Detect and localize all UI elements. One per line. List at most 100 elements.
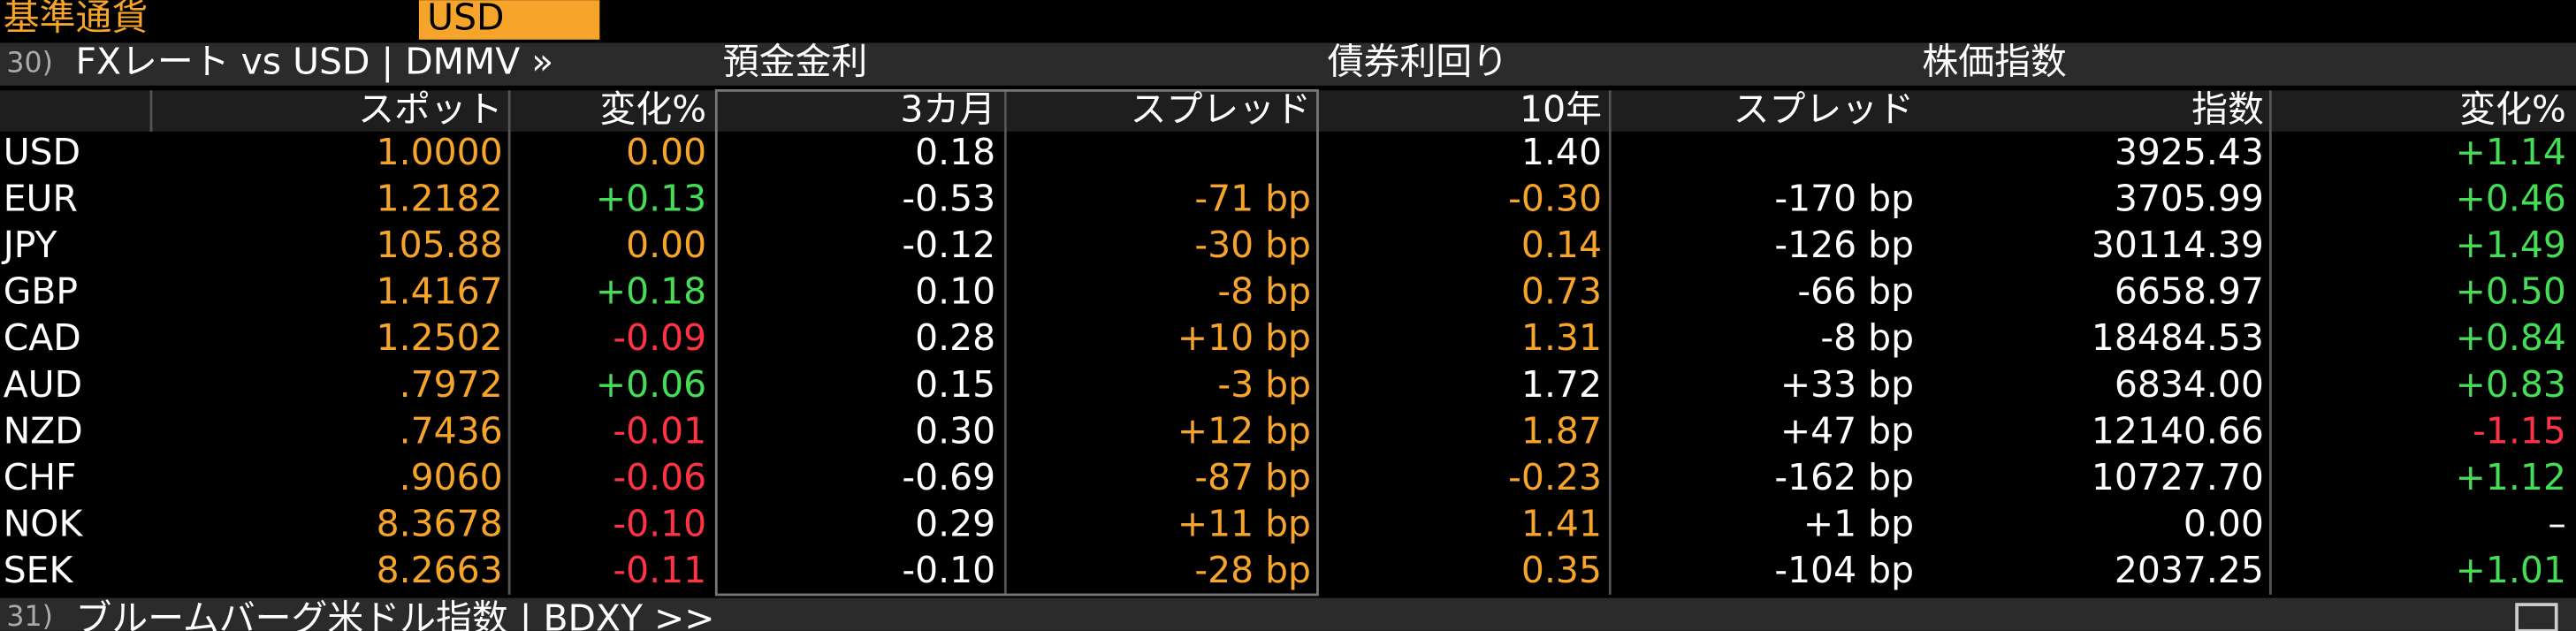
cell-value: 0.28: [915, 316, 995, 359]
column-header: 変化%: [2459, 88, 2566, 131]
cell-value: -3 bp: [1217, 363, 1311, 406]
cell-value: 1.0000: [377, 131, 503, 173]
cell-value: +33 bp: [1780, 363, 1914, 406]
cell-value: 1.40: [1521, 131, 1602, 173]
currency-code: CHF: [4, 456, 77, 498]
currency-code: GBP: [4, 270, 78, 313]
cell-value: –: [2548, 503, 2565, 545]
currency-code: JPY: [1, 224, 58, 266]
cell-value: -8 bp: [1217, 270, 1311, 313]
cell-value: +10 bp: [1177, 316, 1311, 359]
cell-value: 8.3678: [377, 503, 503, 545]
column-header: 変化%: [600, 88, 707, 131]
column-header: スプレッド: [1734, 88, 1914, 131]
deposit-section: 預金金利: [723, 41, 867, 83]
cell-value: 0.35: [1521, 549, 1602, 591]
cell-value: +0.83: [2456, 363, 2566, 406]
column-header: スプレッド: [1131, 88, 1311, 131]
section-number: 30): [6, 48, 53, 80]
currency-code: NOK: [4, 503, 84, 545]
cell-value: 3925.43: [2115, 131, 2264, 173]
column-header: 指数: [2191, 88, 2264, 131]
cell-value: 2037.25: [2115, 549, 2264, 591]
fx-section[interactable]: FXレート vs USD | DMMV »: [75, 41, 553, 83]
cell-value: 0.29: [915, 503, 995, 545]
cell-value: 1.72: [1521, 363, 1602, 406]
cell-value: +12 bp: [1177, 409, 1311, 452]
cell-value: -87 bp: [1194, 456, 1311, 498]
column-header: 3カ月: [900, 88, 995, 131]
cell-value: +1.01: [2456, 549, 2566, 591]
cell-value: 8.2663: [377, 549, 503, 591]
cell-value: 0.30: [915, 409, 995, 452]
cell-value: +0.06: [596, 363, 706, 406]
cell-value: +0.18: [596, 270, 706, 313]
cell-value: 1.4167: [377, 270, 503, 313]
base-currency[interactable]: USD: [427, 0, 504, 38]
cell-value: -71 bp: [1194, 177, 1311, 219]
cell-value: +0.84: [2456, 316, 2566, 359]
cell-value: -66 bp: [1797, 270, 1914, 313]
cell-value: 0.15: [915, 363, 995, 406]
cell-value: -1.15: [2473, 409, 2566, 452]
base-currency-label: 基準通貨: [4, 0, 148, 38]
cell-value: -0.06: [613, 456, 706, 498]
footer-number: 31): [6, 601, 53, 631]
cell-value: -0.69: [902, 456, 995, 498]
cell-value: 0.73: [1521, 270, 1602, 313]
cell-value: -104 bp: [1774, 549, 1914, 591]
cell-value: +0.46: [2456, 177, 2566, 219]
cell-value: -0.01: [613, 409, 706, 452]
cell-value: +1.14: [2456, 131, 2566, 173]
cell-value: +0.13: [596, 177, 706, 219]
cell-value: +47 bp: [1780, 409, 1914, 452]
cell-value: 30114.39: [2092, 224, 2264, 266]
cell-value: -0.23: [1508, 456, 1602, 498]
currency-code: NZD: [4, 409, 83, 452]
cell-value: 1.41: [1521, 503, 1602, 545]
cell-value: +1.12: [2456, 456, 2566, 498]
cell-value: -30 bp: [1194, 224, 1311, 266]
cell-value: 0.18: [915, 131, 995, 173]
cell-value: .9060: [400, 456, 503, 498]
cell-value: 6834.00: [2115, 363, 2264, 406]
currency-code: USD: [4, 131, 80, 173]
cell-value: 0.10: [915, 270, 995, 313]
cell-value: -126 bp: [1774, 224, 1914, 266]
cell-value: 1.2182: [377, 177, 503, 219]
cell-value: 0.14: [1521, 224, 1602, 266]
cell-value: -0.11: [613, 549, 706, 591]
cell-value: 0.00: [626, 131, 706, 173]
cell-value: 1.87: [1521, 409, 1602, 452]
cell-value: -0.12: [902, 224, 995, 266]
cell-value: +1 bp: [1803, 503, 1914, 545]
cell-value: 0.00: [626, 224, 706, 266]
cell-value: 18484.53: [2092, 316, 2264, 359]
cell-value: -28 bp: [1194, 549, 1311, 591]
cell-value: -8 bp: [1820, 316, 1914, 359]
currency-code: AUD: [4, 363, 82, 406]
cell-value: -0.10: [902, 549, 995, 591]
rates-table: スポット 変化% 3カ月 スプレッド 10年 スプレッド 指数 変化% USD 1.0000 0.0…: [1, 88, 2566, 592]
cell-value: 1.2502: [377, 316, 503, 359]
cell-value: 6658.97: [2115, 270, 2264, 313]
currency-code: EUR: [4, 177, 78, 219]
cell-value: +1.49: [2456, 224, 2566, 266]
cell-value: -162 bp: [1774, 456, 1914, 498]
cell-value: .7436: [400, 409, 503, 452]
cell-value: .7972: [400, 363, 503, 406]
footer-link[interactable]: ブルームバーグ米ドル指数 | BDXY >>: [75, 597, 714, 631]
bond-section: 債券利回り: [1328, 41, 1508, 83]
cell-value: 10727.70: [2092, 456, 2264, 498]
cell-value: -0.09: [613, 316, 706, 359]
cell-value: 105.88: [377, 224, 503, 266]
cell-value: -0.10: [613, 503, 706, 545]
equity-section: 株価指数: [1922, 41, 2067, 83]
column-header: スポット: [358, 88, 503, 131]
cell-value: -170 bp: [1774, 177, 1914, 219]
cell-value: +0.50: [2456, 270, 2566, 313]
currency-code: CAD: [4, 316, 81, 359]
cell-value: -0.30: [1508, 177, 1602, 219]
currency-code: SEK: [4, 549, 74, 591]
